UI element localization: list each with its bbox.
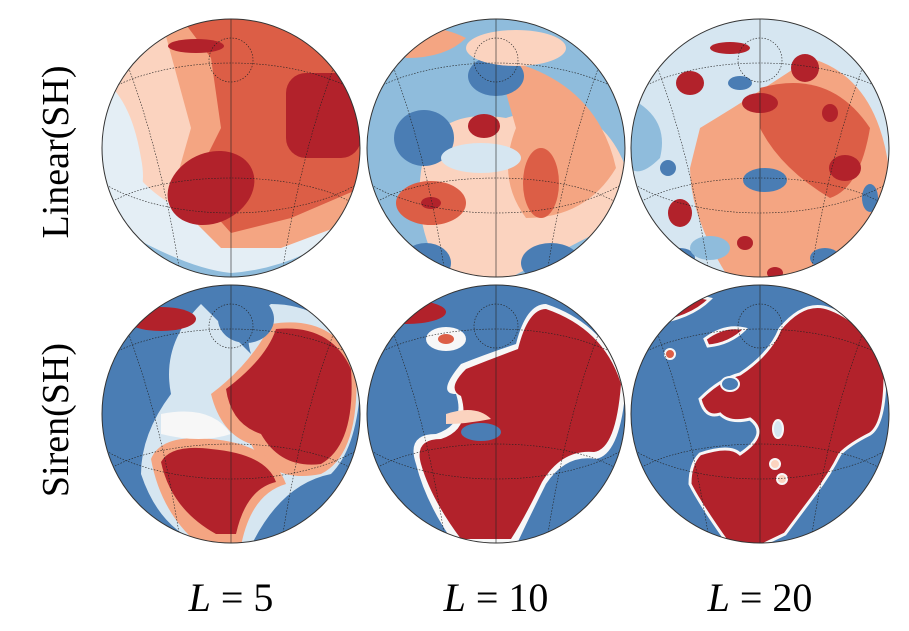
- globe-siren-l10: [366, 284, 626, 544]
- column-value: 20: [772, 575, 813, 620]
- globe-siren-l5: [101, 284, 361, 544]
- column-value: 5: [253, 575, 274, 620]
- globe-siren-l20: [630, 284, 890, 544]
- globe-linear-l20: [630, 18, 890, 278]
- column-eq: =: [739, 575, 763, 620]
- column-label-l20: L = 20: [660, 574, 860, 621]
- globe-linear-l5: [101, 18, 361, 278]
- row-label-siren-sh: Siren(SH): [35, 342, 77, 498]
- column-var: L: [188, 575, 211, 620]
- row-label-linear-sh: Linear(SH): [35, 65, 77, 239]
- column-var: L: [707, 575, 730, 620]
- globe-linear-l10: [366, 18, 626, 278]
- column-label-l10: L = 10: [396, 574, 596, 621]
- column-eq: =: [220, 575, 244, 620]
- column-var: L: [443, 575, 466, 620]
- column-value: 10: [508, 575, 549, 620]
- column-label-l5: L = 5: [131, 574, 331, 621]
- column-eq: =: [475, 575, 499, 620]
